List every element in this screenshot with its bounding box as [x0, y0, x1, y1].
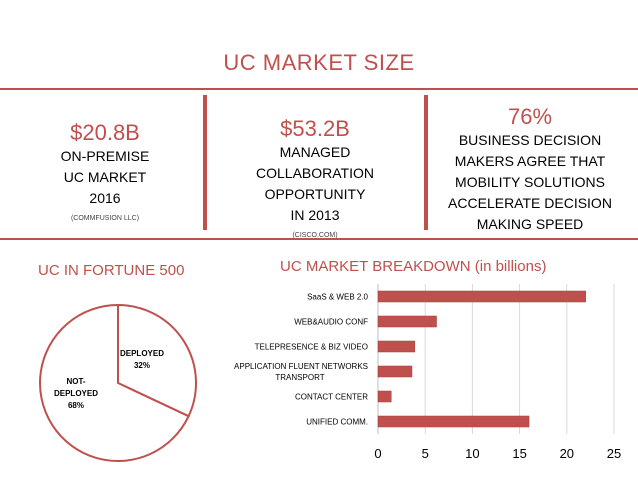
stat-desc-line: IN 2013 [290, 207, 340, 223]
bar [377, 390, 392, 403]
x-tick-label: 20 [560, 446, 574, 461]
bar-chart-title: UC MARKET BREAKDOWN (in billions) [280, 258, 547, 275]
stat-desc-line: MAKERS AGREE THAT [454, 153, 606, 169]
pie-slice-label: 32% [134, 361, 150, 370]
stat-value: $53.2B [280, 116, 350, 141]
stat-divider-2 [424, 95, 428, 230]
stat-value: 76% [507, 104, 553, 129]
top-divider [0, 88, 638, 90]
stat-source: (COMMFUSION LLC) [70, 215, 140, 222]
x-tick-label: 15 [512, 446, 526, 461]
y-category-label: UNIFIED COMM. [306, 418, 368, 427]
y-category-label: SaaS & WEB 2.0 [307, 293, 368, 302]
stat-on-premise: $20.8B ON-PREMISE UC MARKET 2016 (COMMFU… [20, 120, 190, 222]
bar [377, 315, 437, 328]
bar [377, 415, 530, 428]
stat-desc-line: MOBILITY SOLUTIONS [455, 174, 605, 190]
stat-desc-line: ON-PREMISE [60, 148, 150, 164]
stat-divider-1 [203, 95, 207, 230]
pie-slice [117, 303, 197, 418]
x-tick-label: 5 [422, 446, 429, 461]
stat-desc-line: MAKING SPEED [476, 216, 584, 232]
bar [377, 290, 586, 303]
x-tick-label: 10 [465, 446, 479, 461]
pie-slice-label: NOT- [66, 377, 85, 386]
stat-managed-collaboration: $53.2B MANAGED COLLABORATION OPPORTUNITY… [230, 116, 400, 239]
bar [377, 340, 416, 353]
y-category-label: TRANSPORT [275, 373, 324, 382]
stat-desc-line: OPPORTUNITY [264, 186, 366, 202]
stat-mobility: 76% BUSINESS DECISION MAKERS AGREE THAT … [440, 104, 620, 235]
page-title: UC MARKET SIZE [223, 50, 415, 75]
stat-desc-line: COLLABORATION [256, 165, 374, 181]
stat-desc-line: MANAGED [279, 144, 351, 160]
stat-value: $20.8B [70, 120, 140, 145]
stat-desc-line: 2016 [89, 190, 121, 206]
stat-desc-line: UC MARKET [63, 169, 147, 185]
stat-desc-line: ACCELERATE DECISION [448, 195, 612, 211]
pie-slice-label: 68% [68, 401, 84, 410]
y-category-label: WEB&AUDIO CONF [294, 318, 368, 327]
bar [377, 365, 413, 378]
stat-desc-line: BUSINESS DECISION [458, 132, 602, 148]
pie-slice-label: DEPLOYED [120, 349, 164, 358]
y-category-label: APPLICATION FLUENT NETWORKS [234, 362, 368, 371]
y-category-label: TELEPRESENCE & BIZ VIDEO [255, 343, 368, 352]
y-category-label: CONTACT CENTER [295, 393, 368, 402]
bottom-divider [0, 238, 638, 240]
x-tick-label: 25 [607, 446, 621, 461]
x-tick-label: 0 [374, 446, 381, 461]
stat-source: (CISCO.COM) [292, 232, 338, 239]
pie-slice-label: DEPLOYED [54, 389, 98, 398]
pie-chart-title: UC IN FORTUNE 500 [38, 262, 185, 279]
pie-slice [39, 303, 190, 462]
